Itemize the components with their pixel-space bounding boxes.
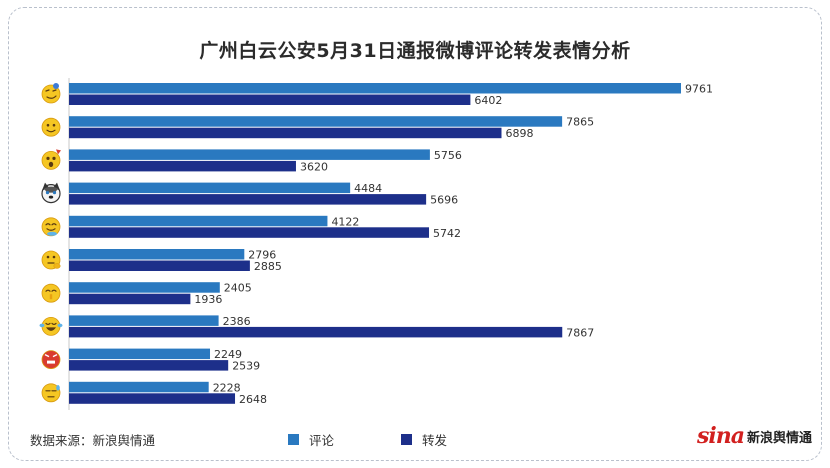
bar-comments-thinking-face <box>69 249 245 260</box>
bar-reposts-smile-face <box>69 127 502 139</box>
shush-face-icon <box>41 283 61 303</box>
bar-comments-husky-dog <box>69 182 351 194</box>
data-label-reposts-shush-face: 1936 <box>194 293 222 306</box>
legend-label-comments: 评论 <box>309 433 335 448</box>
drool-face-icon <box>41 217 61 237</box>
shocked-face-icon <box>41 149 61 170</box>
data-label-reposts-smile-face: 6898 <box>505 127 533 140</box>
legend-item-reposts: 转发 <box>401 430 447 449</box>
data-source: 数据来源：新浪舆情通 <box>30 433 156 448</box>
bar-comments-laugh-cry-face <box>69 315 219 326</box>
smile-face-icon <box>41 117 61 137</box>
bar-comments-drool-face <box>69 215 328 227</box>
bar-comments-smile-face <box>69 116 563 127</box>
legend-swatch-reposts <box>401 434 412 445</box>
legend-swatch-comments <box>288 434 299 445</box>
data-label-comments-drool-face: 4122 <box>331 215 359 228</box>
bar-comments-sweat-face <box>69 381 209 393</box>
legend-label-reposts: 转发 <box>422 433 448 448</box>
sina-logo-word: sina <box>697 423 745 449</box>
data-label-comments-sweat-face: 2228 <box>213 381 241 394</box>
bar-comments-smirk-face <box>69 83 681 94</box>
chart-title: 广州白云公安5月31日通报微博评论转发表情分析 <box>199 40 631 62</box>
bar-reposts-smirk-face <box>69 94 471 105</box>
data-label-reposts-laugh-cry-face: 7867 <box>566 326 594 339</box>
bar-reposts-sweat-face <box>69 393 236 404</box>
sweat-face-icon <box>41 383 61 403</box>
smirk-face-icon <box>41 83 61 104</box>
data-label-reposts-drool-face: 5742 <box>433 227 461 240</box>
data-label-comments-laugh-cry-face: 2386 <box>223 315 251 328</box>
bar-reposts-husky-dog <box>69 194 427 205</box>
husky-dog-icon <box>41 182 61 204</box>
data-label-reposts-smirk-face: 6402 <box>474 94 502 107</box>
bar-reposts-laugh-cry-face <box>69 326 563 338</box>
data-label-reposts-husky-dog: 5696 <box>430 194 458 207</box>
bar-comments-shush-face <box>69 282 220 293</box>
legend-item-comments: 评论 <box>288 430 334 449</box>
data-label-comments-husky-dog: 4484 <box>354 182 382 195</box>
bar-reposts-thinking-face <box>69 260 250 271</box>
bar-reposts-angry-face <box>69 360 229 371</box>
laugh-cry-face-icon <box>39 316 63 336</box>
data-label-reposts-thinking-face: 2885 <box>254 260 282 273</box>
data-label-reposts-shocked-face: 3620 <box>300 160 328 173</box>
bar-reposts-shocked-face <box>69 160 296 172</box>
sina-logo-text: 新浪舆情通 <box>747 430 813 446</box>
bar-comments-angry-face <box>69 348 211 360</box>
sina-logo: sina 新浪舆情通 <box>697 423 812 449</box>
angry-face-icon <box>41 350 61 370</box>
data-label-reposts-angry-face: 2539 <box>232 360 260 373</box>
data-label-reposts-sweat-face: 2648 <box>239 393 267 406</box>
data-label-comments-smile-face: 7865 <box>566 116 594 129</box>
thinking-face-icon <box>41 250 61 270</box>
data-label-comments-shocked-face: 5756 <box>434 149 462 162</box>
data-label-comments-angry-face: 2249 <box>214 348 242 361</box>
bar-reposts-drool-face <box>69 227 430 238</box>
data-label-comments-thinking-face: 2796 <box>248 249 276 262</box>
bar-comments-shocked-face <box>69 149 430 160</box>
bar-reposts-shush-face <box>69 293 191 305</box>
data-label-comments-shush-face: 2405 <box>224 282 252 295</box>
data-label-comments-smirk-face: 9761 <box>685 83 713 96</box>
